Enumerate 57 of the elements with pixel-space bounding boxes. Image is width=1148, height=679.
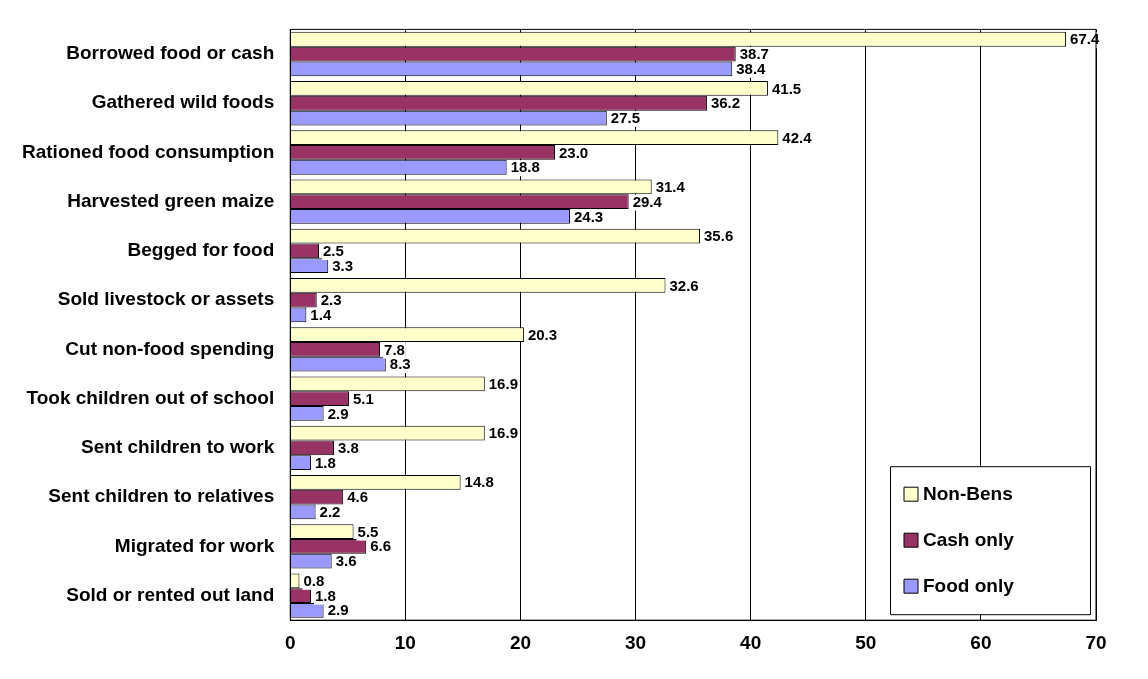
y-tick-label: Gathered wild foods — [91, 91, 275, 113]
legend-label: Non-Bens — [923, 483, 1013, 505]
text: 1.4 — [310, 306, 332, 324]
text: 5.1 — [352, 389, 374, 407]
text: 1.8 — [314, 586, 336, 604]
text: 36.2 — [710, 94, 741, 112]
text: 18.8 — [510, 158, 540, 176]
y-tick-label: Harvested green maize — [67, 189, 275, 211]
x-tick-label: 50 — [855, 631, 877, 653]
text: 2.9 — [327, 601, 349, 619]
text: 1.8 — [314, 453, 336, 471]
text: 14.8 — [464, 473, 494, 491]
text: 16.9 — [488, 375, 518, 393]
text: 2.3 — [320, 291, 342, 309]
x-tick-label: 40 — [740, 631, 762, 653]
y-tick-label: Sent children to relatives — [48, 485, 275, 507]
text: 24.3 — [573, 207, 604, 225]
text: 38.7 — [739, 45, 769, 63]
text: 2.5 — [323, 242, 344, 260]
text: 3.6 — [335, 552, 357, 570]
text: 38.4 — [736, 59, 766, 77]
x-tick-label: 10 — [394, 631, 416, 653]
text: 4.6 — [347, 488, 369, 506]
legend-label: Cash only — [923, 529, 1015, 551]
y-tick-label: Took children out of school — [26, 386, 275, 408]
x-tick-label: 0 — [284, 631, 296, 653]
text: 67.4 — [1070, 30, 1100, 48]
text: 27.5 — [610, 109, 640, 127]
y-tick-label: Migrated for work — [114, 534, 275, 556]
text: 5.5 — [357, 522, 379, 540]
y-tick-label: Rationed food consumption — [21, 140, 275, 162]
text: 2.2 — [319, 503, 341, 521]
x-tick-label: 70 — [1085, 631, 1107, 653]
text: 3.8 — [337, 439, 359, 457]
y-tick-label: Begged for food — [127, 239, 275, 261]
text: 35.6 — [704, 227, 734, 245]
legend-label: Food only — [923, 575, 1015, 597]
text: 8.3 — [389, 355, 411, 373]
text: 29.4 — [632, 192, 662, 210]
text: 16.9 — [488, 424, 518, 442]
text: 23.0 — [559, 143, 589, 161]
text: 41.5 — [771, 79, 802, 97]
text: 2.9 — [327, 404, 349, 422]
text: 0.8 — [303, 571, 325, 589]
text: 32.6 — [669, 276, 699, 294]
y-tick-label: Sold livestock or assets — [57, 288, 275, 310]
text: 42.4 — [782, 128, 812, 146]
text: 6.6 — [370, 537, 392, 555]
x-tick-label: 30 — [625, 631, 647, 653]
y-tick-label: Sent children to work — [81, 436, 275, 458]
x-tick-label: 20 — [509, 631, 532, 653]
text: 7.8 — [384, 340, 405, 358]
text: 20.3 — [527, 325, 558, 343]
y-tick-label: Borrowed food or cash — [66, 42, 275, 64]
y-tick-label: Sold or rented out land — [66, 583, 275, 605]
y-tick-label: Cut non-food spending — [65, 337, 275, 359]
x-tick-label: 60 — [970, 631, 992, 653]
